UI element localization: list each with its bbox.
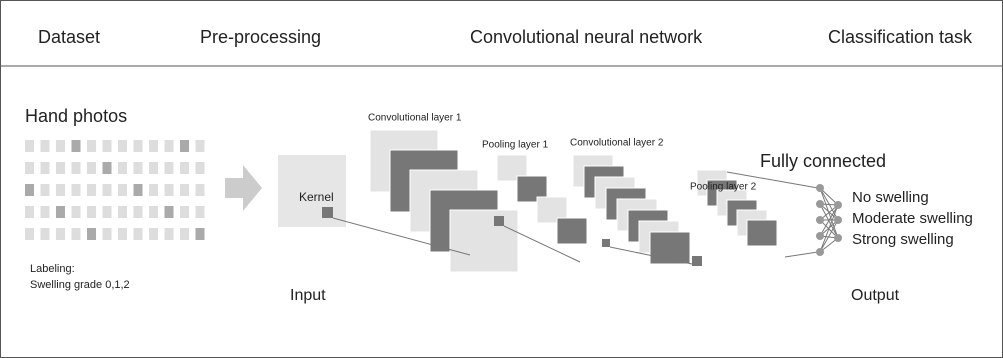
photo: [41, 184, 50, 196]
photo: [134, 162, 143, 174]
photo: [25, 206, 34, 218]
pool1-map: [557, 218, 587, 244]
conv1-map: [450, 210, 518, 272]
photo: [87, 206, 96, 218]
photo: [25, 228, 34, 240]
photo: [196, 206, 205, 218]
photo: [103, 228, 112, 240]
photo: [56, 184, 65, 196]
photo: [134, 206, 143, 218]
photo: [165, 228, 174, 240]
input-label: Input: [290, 287, 326, 304]
photo: [103, 162, 112, 174]
stage-label: Classification task: [828, 27, 973, 47]
photo: [103, 206, 112, 218]
photo: [41, 206, 50, 218]
photo: [72, 228, 81, 240]
photo: [87, 184, 96, 196]
layer-label: Pooling layer 1: [482, 140, 549, 151]
photo: [87, 228, 96, 240]
photo: [103, 184, 112, 196]
labeling-text: Labeling:: [30, 263, 75, 275]
photo: [165, 162, 174, 174]
photo: [149, 184, 158, 196]
photo: [196, 184, 205, 196]
photo: [25, 140, 34, 152]
photo: [41, 140, 50, 152]
photo: [41, 162, 50, 174]
photo: [149, 228, 158, 240]
photo: [118, 184, 127, 196]
photo: [56, 162, 65, 174]
photo: [196, 228, 205, 240]
photo: [180, 162, 189, 174]
photo: [72, 140, 81, 152]
photo: [25, 162, 34, 174]
photo: [87, 140, 96, 152]
photo: [196, 140, 205, 152]
photo: [118, 140, 127, 152]
kernel: [602, 239, 610, 247]
photo: [180, 140, 189, 152]
photo: [149, 140, 158, 152]
photo: [56, 140, 65, 152]
photo: [56, 206, 65, 218]
layer-label: Convolutional layer 1: [368, 113, 462, 124]
pool2-map: [747, 220, 777, 246]
photo: [118, 162, 127, 174]
kernel: [692, 256, 702, 266]
kernel: [322, 207, 333, 218]
photo: [165, 140, 174, 152]
photo: [196, 162, 205, 174]
photo: [165, 206, 174, 218]
layer-label: Convolutional layer 2: [570, 138, 664, 149]
neuron: [816, 232, 824, 240]
dataset-title: Hand photos: [25, 106, 127, 126]
photo: [72, 206, 81, 218]
fc-label: Fully connected: [760, 151, 886, 171]
photo: [180, 206, 189, 218]
diagram: Dataset Pre-processing Convolutional neu…: [0, 0, 1003, 358]
layer-label: Pooling layer 2: [690, 182, 757, 193]
connector: [785, 252, 818, 257]
photo: [134, 184, 143, 196]
kernel: [494, 216, 504, 226]
labeling-text: Swelling grade 0,1,2: [30, 279, 130, 291]
stage-label: Convolutional neural network: [470, 27, 703, 47]
photo: [72, 184, 81, 196]
output-label: Output: [851, 287, 900, 304]
stage-label: Pre-processing: [200, 27, 321, 47]
neuron: [834, 201, 842, 209]
photo: [165, 184, 174, 196]
class-label: No swelling: [852, 189, 929, 206]
photo: [72, 162, 81, 174]
photo: [118, 228, 127, 240]
photo: [103, 140, 112, 152]
photo: [180, 184, 189, 196]
photo: [41, 228, 50, 240]
photo: [134, 228, 143, 240]
neuron: [816, 248, 824, 256]
photo: [87, 162, 96, 174]
photo: [149, 206, 158, 218]
photo: [56, 228, 65, 240]
neuron: [816, 200, 824, 208]
neuron: [816, 216, 824, 224]
neuron: [834, 234, 842, 242]
kernel-label: Kernel: [299, 190, 334, 204]
photo-grid: [25, 140, 205, 240]
neuron: [834, 216, 842, 224]
photo: [134, 140, 143, 152]
class-label: Strong swelling: [852, 231, 954, 248]
arrow: [225, 165, 262, 211]
photo: [180, 228, 189, 240]
class-label: Moderate swelling: [852, 210, 973, 227]
photo: [149, 162, 158, 174]
photo: [25, 184, 34, 196]
photo: [118, 206, 127, 218]
stage-label: Dataset: [38, 27, 100, 47]
neuron: [816, 184, 824, 192]
